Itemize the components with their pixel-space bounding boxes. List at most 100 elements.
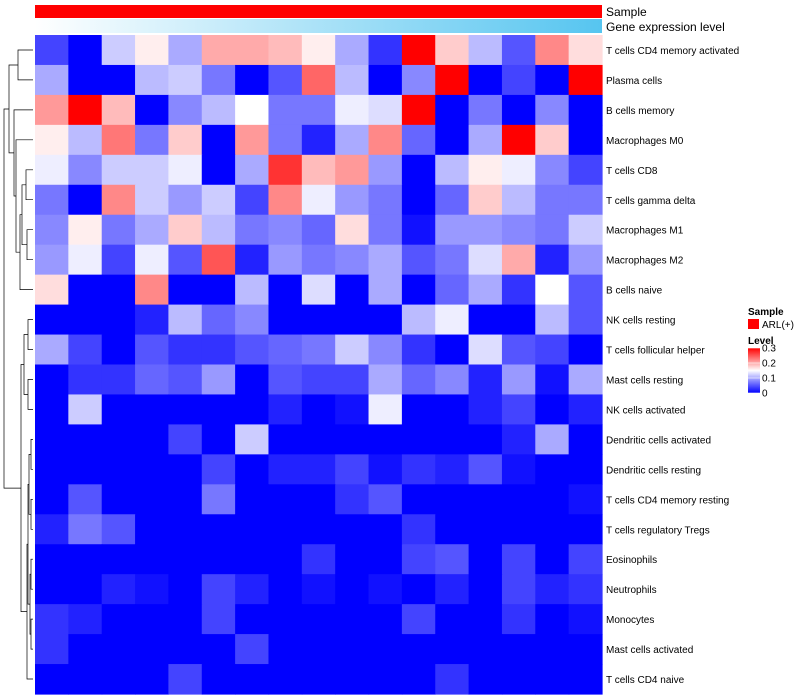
heatmap-cell (468, 274, 503, 306)
heatmap-cell (435, 514, 470, 545)
heatmap-cell (201, 274, 236, 306)
heatmap-cell (35, 214, 69, 246)
heatmap-cell (168, 274, 203, 306)
heatmap-cell (101, 64, 136, 96)
heatmap-cell (435, 394, 470, 425)
heatmap-cell (135, 154, 170, 186)
heatmap-cell (235, 514, 270, 545)
heatmap-cell (201, 304, 236, 336)
heatmap-cell (568, 454, 603, 485)
heatmap-cell (535, 634, 570, 665)
heatmap-cell (468, 574, 503, 605)
heatmap-cell (168, 574, 203, 605)
heatmap-cell (101, 214, 136, 246)
heatmap-cell (101, 634, 136, 665)
heatmap-cell (435, 544, 470, 575)
heatmap-cell (335, 64, 370, 96)
heatmap-cell (101, 574, 136, 605)
heatmap-cell (468, 484, 503, 515)
heatmap-cell (401, 334, 436, 366)
heatmap-cell (235, 214, 270, 246)
heatmap-cell (168, 514, 203, 545)
legend-level-ticks: 0.3 0.2 0.1 0 (748, 344, 776, 400)
heatmap-cell (201, 544, 236, 575)
dendrogram-branch (30, 558, 33, 590)
heatmap-cell (168, 154, 203, 186)
heatmap-cell (468, 94, 503, 126)
heatmap-cell (435, 124, 470, 156)
heatmap-cell (35, 124, 69, 156)
heatmap-cell (335, 184, 370, 216)
heatmap-cell (301, 334, 336, 366)
heatmap-cell (168, 94, 203, 126)
heatmap-cell (101, 124, 136, 156)
heatmap-cell (568, 574, 603, 605)
heatmap-cell (535, 64, 570, 96)
heatmap-cell (301, 544, 336, 575)
heatmap-cell (301, 394, 336, 425)
legend-level-tick-label: 0.3 (762, 344, 776, 355)
heatmap-cell (135, 274, 170, 306)
heatmap-cell (235, 244, 270, 276)
heatmap-cell (535, 364, 570, 396)
heatmap-cell (401, 664, 436, 695)
heatmap-cell (435, 304, 470, 336)
heatmap-cell (335, 604, 370, 635)
heatmap-cell (535, 604, 570, 635)
heatmap-cell (568, 424, 603, 455)
heatmap-cell (568, 484, 603, 515)
heatmap-cell (335, 35, 370, 66)
heatmap-cell (501, 364, 536, 396)
heatmap-cell (501, 424, 536, 455)
heatmap-cell (168, 454, 203, 485)
heatmap-cell (268, 394, 303, 425)
heatmap-cell (401, 454, 436, 485)
heatmap-cell (135, 514, 170, 545)
heatmap-cell (535, 35, 570, 66)
heatmap-cell (235, 544, 270, 575)
heatmap-cell (68, 334, 103, 366)
heatmap-cell (468, 214, 503, 246)
heatmap-cell (235, 94, 270, 126)
heatmap-cell (268, 364, 303, 396)
heatmap-cell (201, 94, 236, 126)
expression-track-label: Gene expression level (606, 20, 725, 34)
row-label: T cells CD8 (606, 166, 658, 177)
heatmap-cell (168, 184, 203, 216)
heatmap-cell (335, 514, 370, 545)
heatmap-cell (301, 184, 336, 216)
row-label: T cells regulatory Tregs (606, 525, 710, 536)
heatmap-cell (235, 574, 270, 605)
heatmap-cell (501, 35, 536, 66)
heatmap-cell (368, 664, 403, 695)
heatmap-cell (68, 394, 103, 425)
heatmap-cell (535, 274, 570, 306)
heatmap-cell (201, 454, 236, 485)
heatmap-cell (268, 424, 303, 455)
dendrogram-branch (27, 319, 33, 350)
row-label: B cells naive (606, 286, 663, 297)
heatmap-cell (468, 664, 503, 695)
heatmap-cell (401, 244, 436, 276)
heatmap-cell (568, 274, 603, 306)
heatmap-cell (568, 35, 603, 66)
heatmap-cell (435, 154, 470, 186)
row-label: Macrophages M1 (606, 226, 684, 237)
heatmap-cell (135, 424, 170, 455)
heatmap-cell (135, 184, 170, 216)
heatmap-cell (501, 94, 536, 126)
heatmap-cell (68, 454, 103, 485)
row-label: T cells CD4 memory activated (606, 46, 739, 57)
heatmap-cell (101, 304, 136, 336)
heatmap-cell (268, 634, 303, 665)
heatmap-cell (35, 274, 69, 306)
heatmap-cell (301, 574, 336, 605)
heatmap-cell (101, 364, 136, 396)
heatmap-cell (101, 664, 136, 695)
heatmap-cell (335, 94, 370, 126)
heatmap-cell (135, 484, 170, 515)
heatmap-cell (301, 124, 336, 156)
heatmap-cell (368, 484, 403, 515)
heatmap-cell (135, 124, 170, 156)
heatmap-cell (368, 274, 403, 306)
